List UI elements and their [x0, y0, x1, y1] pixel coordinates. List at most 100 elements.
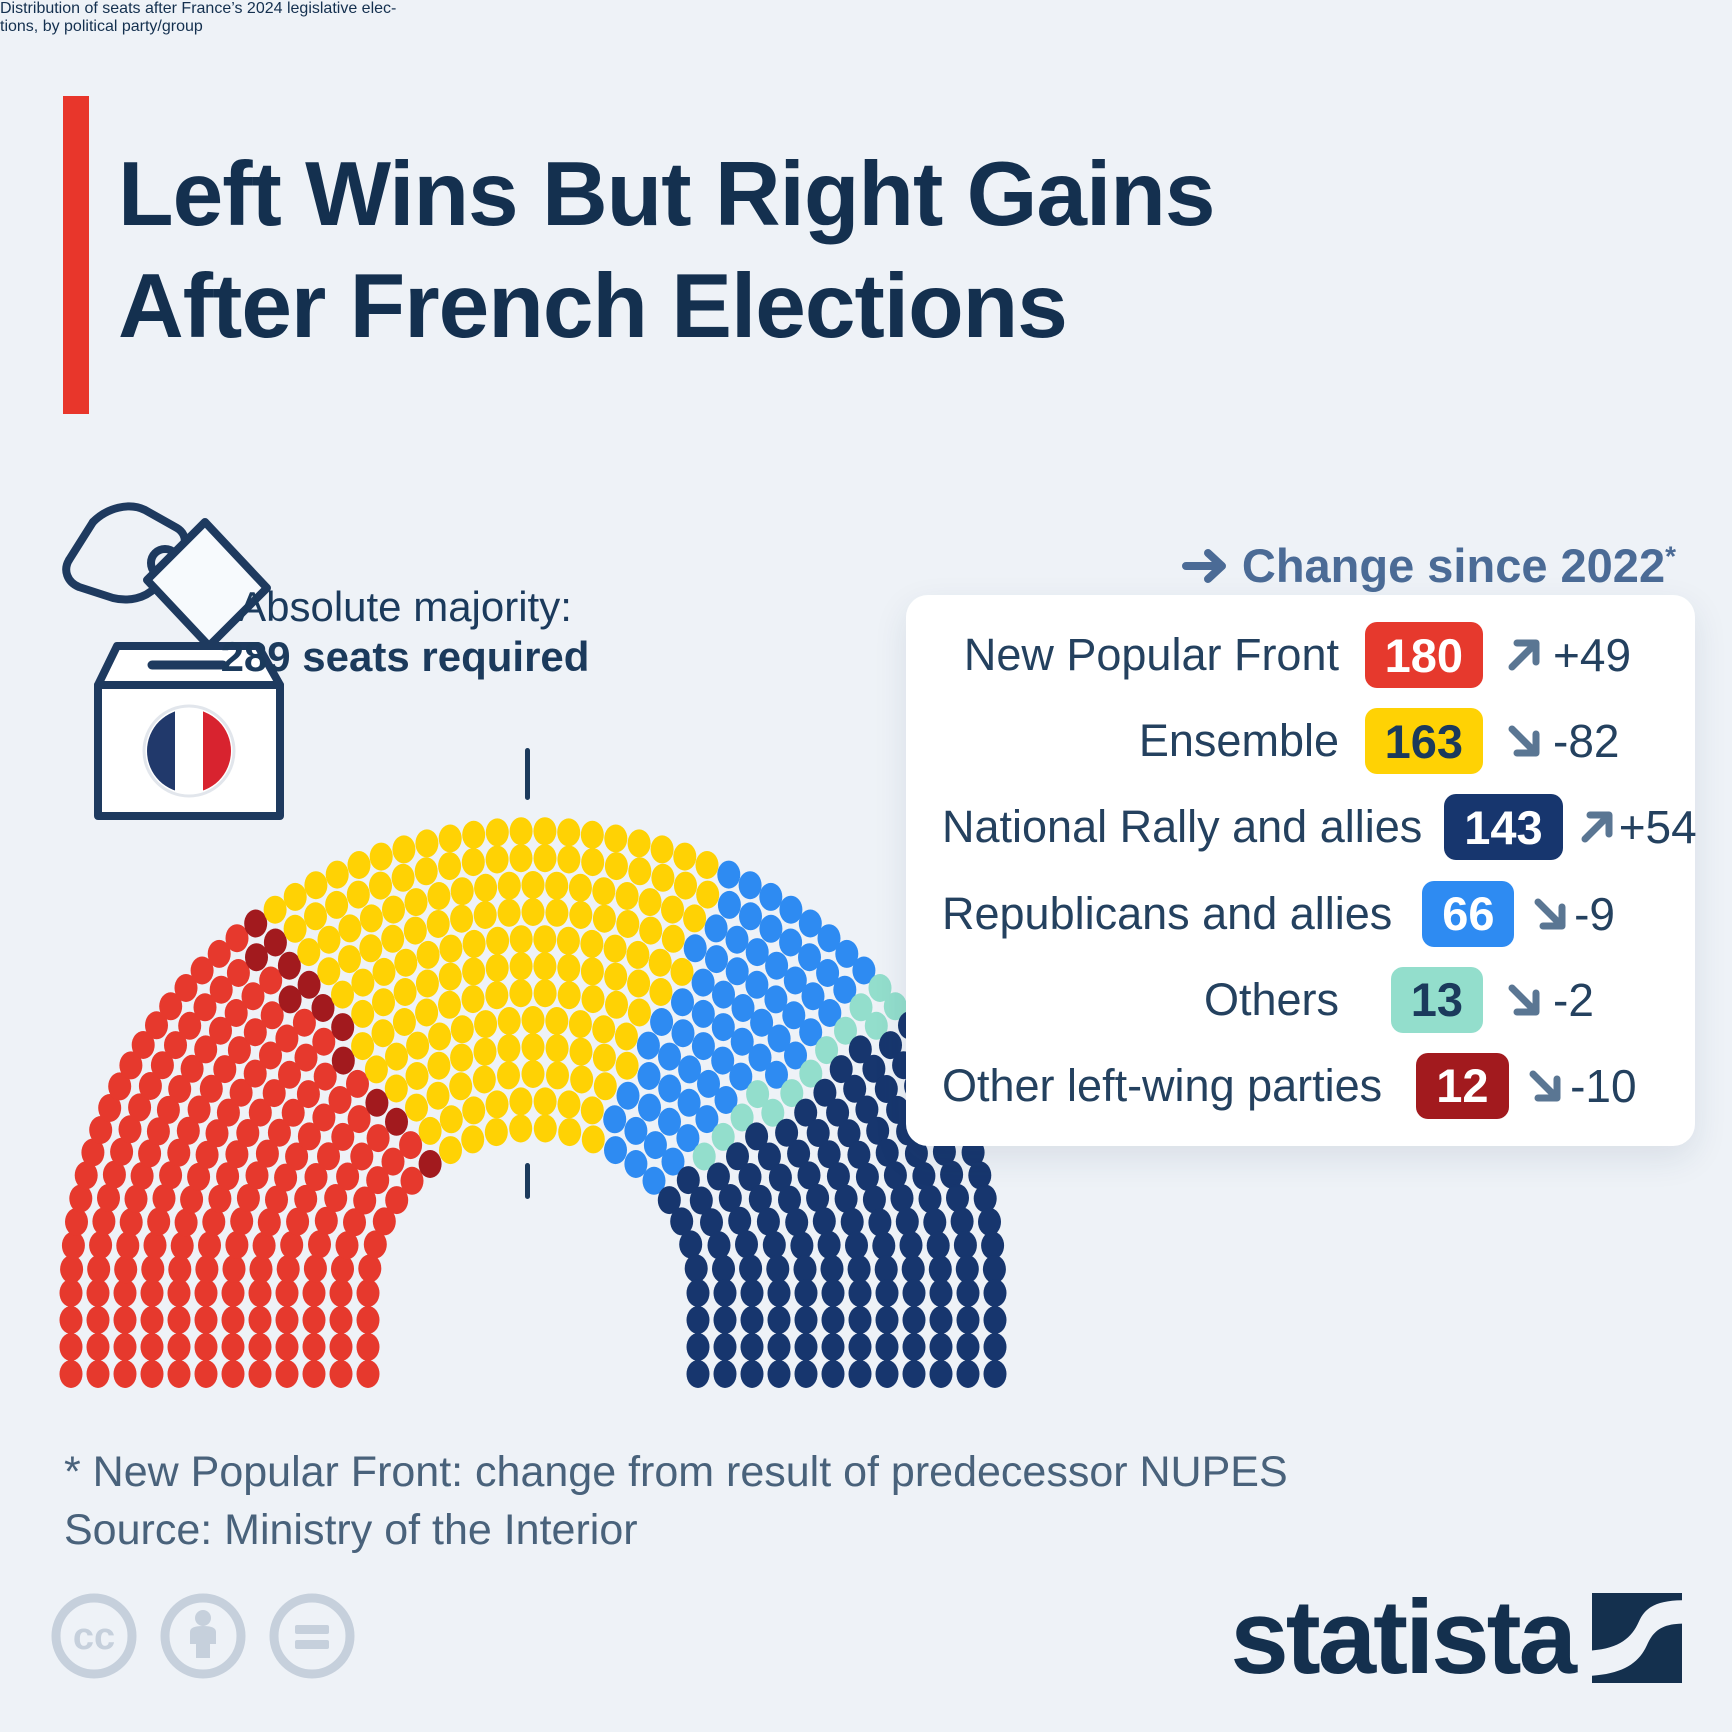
seat-dot [363, 1230, 387, 1259]
seat-dot [783, 966, 807, 995]
seat-dot [474, 873, 498, 902]
seat-dot [953, 1231, 977, 1260]
seat-dot [356, 1279, 380, 1307]
seat-dot [304, 1163, 328, 1191]
title-line-2: After French Elections [118, 255, 1068, 357]
seat-dot [364, 1055, 388, 1084]
seat-dot [140, 1306, 164, 1334]
party-label: Other left-wing parties [942, 1059, 1383, 1111]
seat-dot [603, 934, 627, 963]
seat-dot [59, 1333, 83, 1361]
seat-dot [438, 852, 462, 881]
cc-nd-icon[interactable] [268, 1592, 356, 1680]
seat-dot [335, 1231, 359, 1260]
seat-dot [391, 863, 415, 892]
change-value: +54 [1618, 801, 1697, 854]
seat-dot [790, 1231, 814, 1260]
seat-dot [438, 990, 461, 1019]
majority-marker-bottom [525, 1163, 530, 1199]
seat-dot [509, 979, 533, 1008]
seat-dot [140, 1333, 164, 1361]
seat-dot [862, 1185, 886, 1214]
seat-dot [533, 925, 557, 954]
seat-dot [700, 1208, 723, 1237]
change-value: -9 [1574, 887, 1616, 940]
seat-dot [146, 1117, 170, 1146]
cc-icon[interactable]: cc [50, 1592, 138, 1680]
seat-dot [624, 1150, 648, 1178]
seat-dot [462, 1096, 486, 1125]
seat-dot [329, 1279, 353, 1307]
seat-dot [131, 1031, 155, 1059]
seat-dot [178, 1011, 202, 1040]
seat-dot [820, 1254, 844, 1283]
seat-dot [740, 1333, 764, 1361]
seat-dot [731, 994, 755, 1022]
statista-logo-icon[interactable] [1592, 1592, 1682, 1683]
seat-dot [156, 1095, 180, 1124]
seat-dot [739, 902, 762, 931]
seat-dot [216, 1098, 240, 1127]
seat-dot [983, 1306, 1007, 1334]
seat-dot [852, 956, 876, 985]
seat-dot [207, 939, 231, 968]
seat-dot [168, 1075, 192, 1103]
seat-dot [764, 985, 788, 1014]
seat-dot [439, 934, 463, 963]
seat-dot [292, 1008, 316, 1037]
statista-wordmark[interactable]: statista [1230, 1579, 1577, 1696]
seat-dot [592, 1043, 616, 1072]
seat-dot [712, 980, 735, 1009]
seat-dot [294, 1184, 318, 1213]
seat-dot [60, 1255, 84, 1284]
seat-dot [581, 1125, 605, 1154]
seat-dot [278, 985, 302, 1014]
seat-dot [194, 1035, 218, 1064]
seat-dot [886, 1095, 910, 1124]
seat-dot [187, 1095, 211, 1124]
seat-count-badge: 12 [1416, 1052, 1509, 1119]
seat-dot [59, 1360, 83, 1388]
seat-dot [568, 873, 592, 902]
seat-dot [671, 1019, 695, 1048]
title-line-1: Left Wins But Right Gains [118, 143, 1215, 245]
seat-dot [711, 1046, 735, 1075]
seat-dot [847, 1140, 871, 1169]
seat-dot [592, 877, 616, 906]
seat-dot [331, 980, 354, 1009]
seat-dot [485, 1090, 509, 1119]
seat-dot [509, 817, 533, 846]
seat-dot [59, 1306, 83, 1334]
seat-dot [248, 1306, 272, 1334]
seat-dot [581, 985, 605, 1014]
seat-dot [821, 1333, 845, 1361]
statista-branding[interactable]: statista [1230, 1585, 1682, 1690]
seat-count-badge: 143 [1444, 794, 1563, 861]
cc-by-icon[interactable] [159, 1592, 247, 1680]
seat-dot [369, 871, 392, 900]
seat-dot [314, 1206, 338, 1235]
seat-dot [359, 934, 383, 963]
seat-dot [592, 1015, 616, 1044]
seat-dot [302, 1306, 326, 1334]
seat-dot [648, 948, 672, 977]
seat-dot [353, 1186, 377, 1215]
seat-dot [170, 1231, 194, 1260]
seat-dot [756, 1207, 780, 1236]
seat-dot [950, 1207, 974, 1236]
cc-license-icons[interactable]: cc [50, 1592, 356, 1680]
seat-dot [928, 1255, 952, 1284]
seat-dot [946, 1183, 969, 1212]
legend-row: Ensemble 163 -82 [942, 701, 1671, 781]
seat-dot [294, 1043, 318, 1072]
seat-dot [428, 1022, 452, 1051]
seat-dot [725, 957, 749, 986]
seat-dot [750, 1008, 774, 1037]
seat-dot [406, 1031, 430, 1060]
seat-dot [216, 1162, 240, 1191]
seat-dot [604, 824, 628, 853]
seat-dot [485, 845, 509, 874]
seat-dot [225, 1230, 249, 1259]
seat-dot [794, 1360, 818, 1388]
seat-dot [385, 1042, 408, 1071]
